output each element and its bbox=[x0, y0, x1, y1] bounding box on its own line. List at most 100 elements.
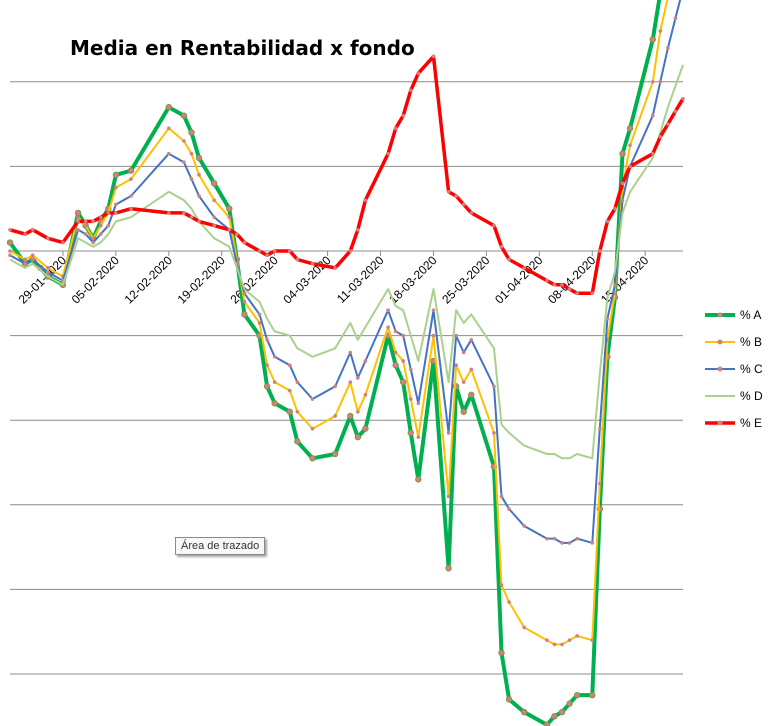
data-point bbox=[310, 261, 315, 266]
data-point bbox=[197, 173, 201, 177]
legend-label: % E bbox=[740, 416, 762, 430]
data-point bbox=[8, 228, 12, 232]
data-point bbox=[287, 249, 292, 253]
data-point bbox=[673, 109, 678, 114]
data-point bbox=[189, 151, 194, 156]
data-point bbox=[333, 414, 337, 418]
data-point bbox=[461, 202, 466, 207]
data-point bbox=[619, 150, 626, 157]
data-point bbox=[195, 154, 203, 162]
data-point bbox=[445, 565, 452, 572]
data-point bbox=[575, 634, 579, 638]
legend: % A % B % C % D % E bbox=[705, 308, 763, 430]
data-point bbox=[507, 507, 511, 511]
data-point bbox=[407, 429, 414, 437]
data-point bbox=[272, 354, 277, 359]
data-point bbox=[287, 388, 292, 393]
data-point bbox=[469, 338, 474, 342]
data-point bbox=[286, 408, 293, 415]
data-point bbox=[620, 181, 625, 186]
data-point bbox=[521, 708, 528, 716]
data-point bbox=[362, 425, 369, 432]
data-point bbox=[46, 270, 50, 274]
data-point bbox=[166, 151, 171, 156]
data-point bbox=[590, 638, 595, 642]
data-point bbox=[23, 261, 27, 266]
series-0 bbox=[6, 0, 662, 726]
data-point bbox=[356, 228, 360, 232]
data-point bbox=[492, 431, 496, 435]
data-point bbox=[505, 696, 513, 703]
data-point bbox=[212, 198, 216, 203]
series-line bbox=[9, 0, 669, 646]
data-point bbox=[431, 54, 436, 59]
data-point bbox=[8, 253, 12, 258]
data-point bbox=[461, 380, 466, 384]
data-point bbox=[415, 476, 422, 483]
data-point bbox=[227, 228, 232, 232]
data-point bbox=[658, 134, 663, 139]
data-point bbox=[492, 384, 496, 389]
data-point bbox=[98, 223, 103, 228]
data-point bbox=[61, 240, 65, 245]
data-point bbox=[127, 167, 135, 174]
data-point bbox=[446, 494, 451, 499]
data-point bbox=[469, 367, 474, 372]
data-point bbox=[165, 103, 172, 111]
data-point bbox=[347, 412, 354, 420]
data-point bbox=[498, 649, 505, 657]
data-point bbox=[650, 80, 655, 84]
data-point bbox=[454, 194, 458, 198]
data-point bbox=[431, 333, 436, 338]
data-point bbox=[189, 177, 194, 181]
data-point bbox=[83, 219, 88, 224]
data-point bbox=[560, 642, 564, 647]
data-point bbox=[522, 524, 527, 528]
data-point bbox=[507, 257, 511, 262]
data-point bbox=[551, 713, 558, 720]
data-point bbox=[552, 283, 557, 287]
data-point bbox=[431, 308, 436, 313]
plot-area[interactable] bbox=[6, 0, 686, 726]
data-point bbox=[74, 209, 82, 217]
data-point bbox=[257, 312, 262, 317]
data-point bbox=[613, 206, 617, 211]
data-point bbox=[197, 219, 201, 224]
data-point bbox=[545, 638, 549, 642]
data-point bbox=[83, 232, 88, 236]
data-point bbox=[331, 450, 339, 458]
data-point bbox=[363, 198, 368, 203]
data-point bbox=[590, 541, 595, 545]
data-point bbox=[295, 380, 300, 384]
data-point bbox=[393, 126, 398, 131]
data-point bbox=[590, 291, 595, 296]
data-point bbox=[129, 177, 133, 181]
data-point bbox=[23, 232, 27, 236]
series-4 bbox=[8, 54, 685, 296]
series-line bbox=[9, 64, 684, 460]
data-point bbox=[98, 215, 103, 219]
data-point bbox=[182, 211, 186, 215]
data-point bbox=[386, 308, 390, 313]
data-point bbox=[166, 211, 171, 215]
data-point bbox=[265, 363, 269, 368]
data-point bbox=[393, 350, 398, 355]
data-point bbox=[23, 257, 27, 262]
data-point bbox=[333, 266, 337, 270]
data-point bbox=[416, 71, 421, 76]
data-point bbox=[589, 691, 596, 699]
data-point bbox=[166, 126, 171, 131]
data-point bbox=[272, 249, 277, 253]
data-point bbox=[386, 325, 390, 329]
plot-area-tooltip: Área de trazado bbox=[175, 537, 266, 555]
data-point bbox=[461, 350, 466, 355]
series-2 bbox=[8, 0, 682, 545]
data-point bbox=[348, 380, 353, 384]
data-point bbox=[408, 367, 413, 372]
data-point bbox=[558, 708, 566, 716]
data-point bbox=[575, 291, 579, 296]
legend-label: % A bbox=[740, 308, 761, 322]
series-3 bbox=[9, 64, 684, 460]
chart-title: Media en Rentabilidad x fondo bbox=[70, 36, 415, 60]
data-point bbox=[499, 583, 504, 587]
